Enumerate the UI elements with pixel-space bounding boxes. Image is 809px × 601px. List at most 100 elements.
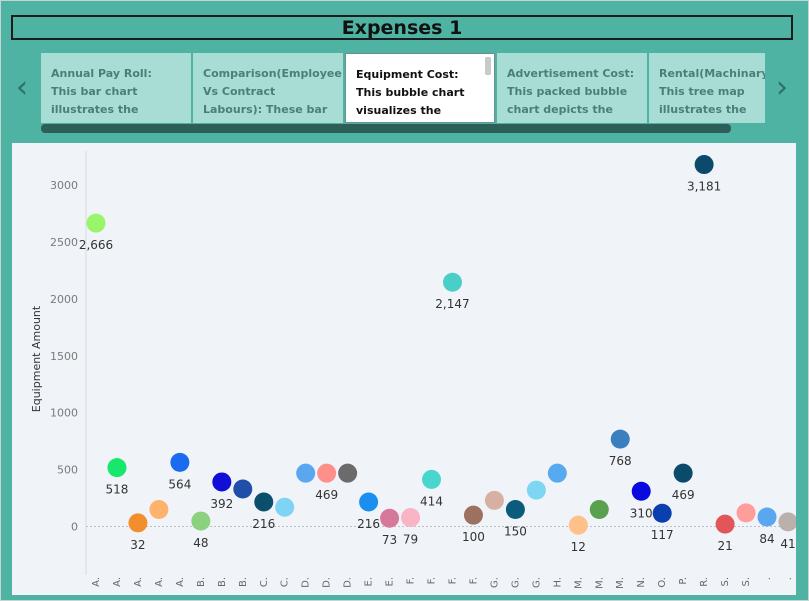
x-tick-label: E.	[364, 577, 375, 587]
data-point	[547, 463, 567, 483]
x-tick-label: F.	[406, 577, 417, 584]
tab-equipment-cost[interactable]: Equipment Cost: This bubble chart visual…	[345, 53, 495, 123]
tab-label: Comparison(Employee Vs Contract Labours)…	[203, 67, 342, 123]
y-tick-label: 1500	[50, 350, 78, 363]
data-label: 41	[780, 537, 795, 551]
data-label: 392	[210, 497, 233, 511]
data-label: 518	[106, 483, 129, 497]
tab-advertisement-cost[interactable]: Advertisement Cost: This packed bubble c…	[497, 53, 647, 123]
y-tick-label: 500	[57, 464, 78, 477]
x-tick-label: F.	[468, 577, 479, 584]
chevron-right-icon[interactable]: ›	[776, 70, 788, 105]
data-point	[673, 463, 693, 483]
data-point	[86, 213, 106, 233]
tab-annual-pay-roll[interactable]: Annual Pay Roll: This bar chart illustra…	[41, 53, 191, 123]
data-label: 150	[504, 524, 527, 538]
story-tabs: Annual Pay Roll: This bar chart illustra…	[41, 53, 765, 124]
data-point	[128, 513, 148, 533]
data-label: 216	[357, 517, 380, 531]
x-tick-label: A.	[154, 577, 165, 587]
x-tick-label: G.	[489, 577, 500, 588]
data-point	[296, 463, 316, 483]
dashboard-title-text: Expenses 1	[341, 16, 463, 39]
data-point	[505, 499, 525, 519]
chart-panel: 0 500 1000 1500 2000 2500 3000 Equipment Amount…	[12, 143, 798, 595]
x-tick-label: C.	[280, 577, 291, 587]
x-tick-label: A.	[91, 577, 102, 587]
x-tick-label: F.	[427, 577, 438, 584]
y-tick-label: 1000	[50, 407, 78, 420]
data-point	[568, 515, 588, 535]
data-label: 469	[672, 488, 695, 502]
y-tick-label: 3000	[50, 179, 78, 192]
data-label: 310	[630, 506, 653, 520]
data-point	[338, 463, 358, 483]
x-tick-label: S.	[720, 577, 731, 587]
data-point	[107, 458, 127, 478]
data-label: 3,181	[687, 180, 721, 194]
data-point	[380, 508, 400, 528]
x-tick-label: B.	[196, 577, 207, 587]
tab-rental[interactable]: Rental(Machinary) This tree map illustra…	[649, 53, 765, 123]
dashboard-title: Expenses 1	[11, 15, 793, 40]
x-tick-label: F.	[447, 577, 458, 584]
y-axis-title: Equipment Amount	[30, 305, 43, 412]
tab-scrollbar[interactable]	[485, 57, 491, 75]
x-tick-label: A.	[112, 577, 123, 587]
data-point	[757, 507, 777, 527]
data-point	[317, 463, 337, 483]
x-tick-label: O.	[657, 577, 668, 588]
x-tick-label: M.	[594, 577, 605, 589]
data-point	[484, 490, 504, 510]
x-tick-label: .	[783, 577, 794, 580]
data-label: 564	[168, 477, 191, 491]
x-tick-label: N.	[636, 577, 647, 588]
data-label: 21	[717, 539, 732, 553]
data-label: 469	[315, 488, 338, 502]
data-point	[233, 479, 253, 499]
x-tick-label: P.	[678, 577, 689, 585]
data-point	[422, 469, 442, 489]
x-tick-label: B.	[238, 577, 249, 587]
x-tick-label: M.	[573, 577, 584, 589]
tab-label: Advertisement Cost: This packed bubble c…	[507, 67, 635, 116]
data-point	[652, 503, 672, 523]
data-label: 12	[571, 540, 586, 554]
x-tick-label: B.	[217, 577, 228, 587]
data-label: 2,666	[79, 238, 113, 252]
y-tick-label: 2000	[50, 293, 78, 306]
x-tick-label: C.	[259, 577, 270, 587]
data-point	[275, 497, 295, 517]
data-label: 73	[382, 533, 397, 547]
bubble-chart: 0 500 1000 1500 2000 2500 3000 Equipment Amount…	[30, 151, 798, 589]
data-label: 100	[462, 530, 485, 544]
x-tick-label: D.	[301, 577, 312, 588]
tab-label: Rental(Machinary) This tree map illustra…	[659, 67, 765, 116]
data-point	[401, 508, 421, 528]
data-label: 117	[651, 528, 674, 542]
x-tick-label: G.	[531, 577, 542, 588]
data-point	[589, 499, 609, 519]
x-tick-label: E.	[385, 577, 396, 587]
y-tick-label: 0	[71, 521, 78, 534]
tabs-scrollbar[interactable]	[41, 124, 731, 133]
data-point	[254, 492, 274, 512]
chevron-left-icon[interactable]: ‹	[16, 70, 28, 105]
x-tick-label: A.	[175, 577, 186, 587]
data-point	[526, 480, 546, 500]
data-point	[715, 514, 735, 534]
x-tick-label: D.	[322, 577, 333, 588]
x-tick-label: D.	[343, 577, 354, 588]
data-point	[359, 492, 379, 512]
tab-comparison[interactable]: Comparison(Employee Vs Contract Labours)…	[193, 53, 343, 123]
data-label: 2,147	[435, 297, 469, 311]
data-label: 414	[420, 494, 443, 508]
data-label: 48	[193, 536, 208, 550]
data-point	[191, 511, 211, 531]
data-point	[442, 272, 462, 292]
data-label: 79	[403, 533, 418, 547]
x-tick-label: .	[762, 577, 773, 580]
data-label: 768	[609, 454, 632, 468]
data-label: 84	[759, 532, 774, 546]
x-tick-label: M.	[615, 577, 626, 589]
